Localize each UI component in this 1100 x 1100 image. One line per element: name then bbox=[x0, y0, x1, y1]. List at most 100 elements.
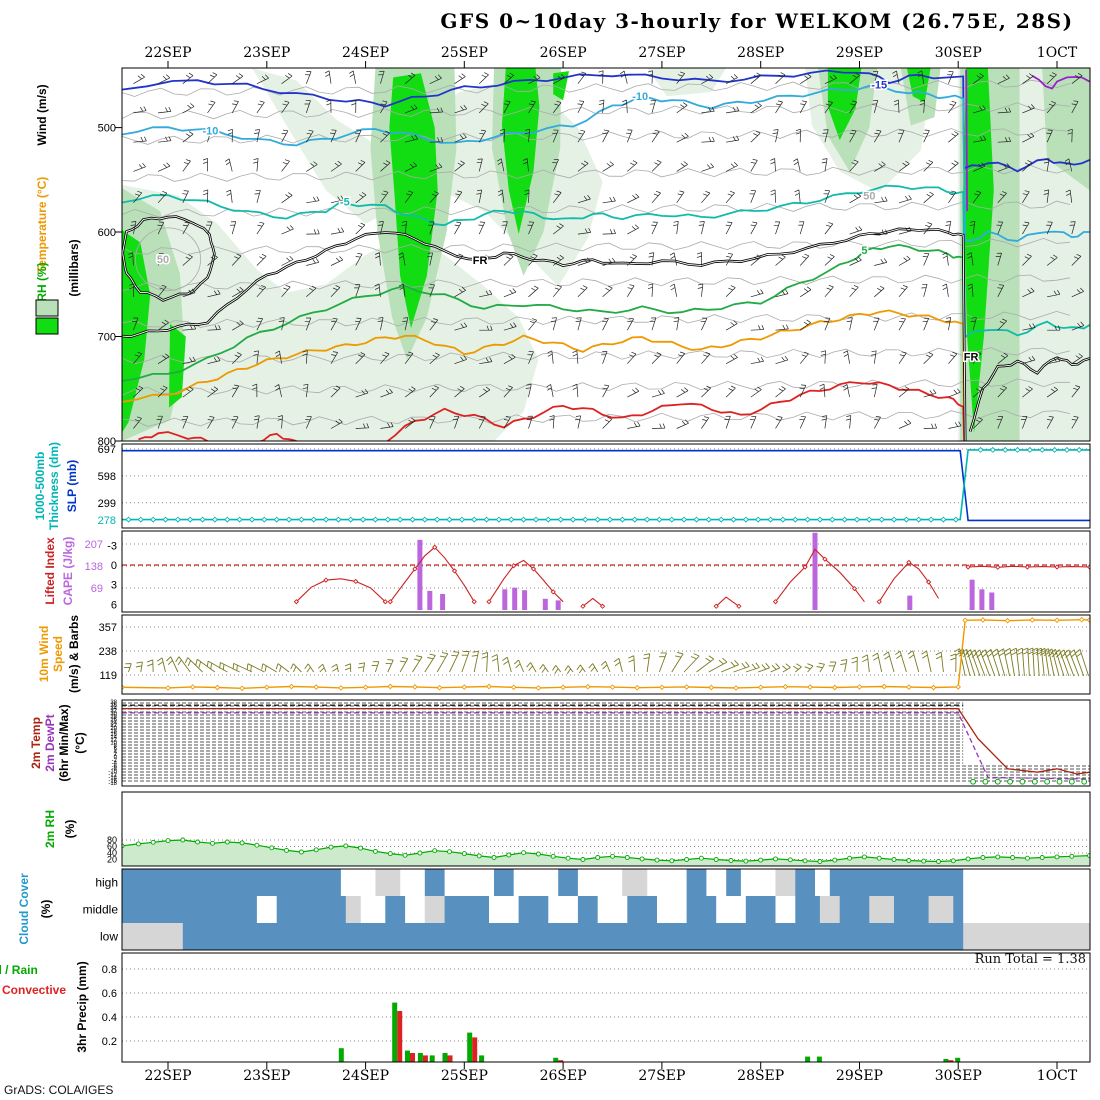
contour-label: -10 bbox=[203, 126, 219, 138]
x-tick-label-bottom: 22SEP bbox=[144, 1068, 191, 1084]
t2m-tick: 32 bbox=[110, 709, 117, 715]
cloud-row-label: middle bbox=[83, 903, 119, 917]
cloud-block-clear bbox=[963, 896, 1090, 923]
precip-tick: 0.2 bbox=[102, 1036, 117, 1048]
cloud-block-gray bbox=[928, 896, 954, 923]
t2m-tick: -6 bbox=[112, 764, 118, 770]
precip-tick: 0.4 bbox=[102, 1012, 117, 1024]
rh2m-unit-label: (%) bbox=[63, 820, 77, 839]
grads-credit: GrADS: COLA/IGES bbox=[4, 1083, 113, 1097]
rh2m-tick: 20 bbox=[107, 855, 117, 865]
rh2m-tick: 80 bbox=[107, 835, 117, 845]
cloud-block-gray bbox=[122, 923, 183, 950]
x-tick-label-bottom: 24SEP bbox=[342, 1068, 389, 1084]
x-tick-label-top: 1OCT bbox=[1037, 45, 1078, 61]
panel-borders bbox=[121, 67, 1091, 1063]
cloud-block-clear bbox=[360, 896, 386, 923]
temp-contour--10 bbox=[122, 84, 1090, 242]
x-tick-label-top: 27SEP bbox=[638, 45, 685, 61]
precip-bar-total bbox=[405, 1050, 410, 1062]
precip-bar-total bbox=[442, 1053, 448, 1062]
cloud-block-clear bbox=[716, 896, 746, 923]
rh2m-axis-label: 2m RH bbox=[43, 810, 57, 848]
cloud-cover-axis-label: Cloud Cover bbox=[17, 873, 31, 945]
t2m-tick: 26 bbox=[110, 717, 117, 723]
x-tick-label-top: 30SEP bbox=[935, 45, 982, 61]
t2m-axis-label: 2m Temp bbox=[29, 717, 43, 769]
cloud-row-label: high bbox=[95, 876, 118, 890]
t2m-tick: 18 bbox=[110, 729, 117, 735]
precip-bar-total bbox=[338, 1048, 344, 1062]
t2m-tick: -12 bbox=[108, 773, 117, 779]
cape-tick: 69 bbox=[91, 583, 103, 595]
slp-tick: 598 bbox=[98, 471, 116, 483]
contour-label: -5 bbox=[340, 197, 350, 209]
wind10m-axis-label-2: Speed bbox=[51, 636, 65, 672]
cloud-block-gray bbox=[775, 869, 796, 896]
precip-bar-total bbox=[553, 1057, 559, 1062]
t2m-tick: -18 bbox=[108, 781, 117, 787]
dewpt-axis-label: 2m DewPt bbox=[43, 714, 57, 771]
cloud-unit-label: (%) bbox=[39, 900, 53, 919]
contour-label: 50 bbox=[157, 254, 169, 266]
precip-bar-total bbox=[429, 1055, 435, 1062]
cloud-block-clear bbox=[657, 896, 687, 923]
t2m-tick: 0 bbox=[114, 755, 118, 761]
rh-legend-swatch-bright bbox=[35, 317, 59, 335]
cloud-block-clear bbox=[963, 869, 1090, 896]
t2m-tick: 28 bbox=[110, 715, 117, 721]
x-tick-label-top: 25SEP bbox=[441, 45, 488, 61]
slp-thickness-panel bbox=[122, 446, 1090, 523]
precip-tick: 0.8 bbox=[102, 964, 117, 976]
cape-li-panel bbox=[122, 532, 1090, 610]
x-tick-label-bottom: 29SEP bbox=[836, 1068, 883, 1084]
precip-bar-convective bbox=[410, 1053, 415, 1062]
t2m-tick: 20 bbox=[110, 726, 117, 732]
t2m-tick: 10 bbox=[110, 741, 117, 747]
rh-legend-swatch-light bbox=[35, 299, 59, 317]
wind10m-axis-label-1: 10m Wind bbox=[37, 626, 51, 683]
li-tick: 0 bbox=[111, 560, 117, 572]
x-tick-label-top: 29SEP bbox=[836, 45, 883, 61]
t2m-tick: -8 bbox=[112, 767, 118, 773]
t2m-tick: -4 bbox=[112, 761, 118, 767]
t2m-tick: 4 bbox=[114, 749, 118, 755]
precip-bar-convective bbox=[558, 1060, 564, 1062]
temp-contour--15 bbox=[122, 69, 1090, 173]
precip-axis-label: 3hr Precip (mm) bbox=[75, 961, 89, 1052]
cloud-block-clear bbox=[815, 869, 830, 896]
millibars-axis-label: (millibars) bbox=[67, 239, 81, 296]
contour-label: 50 bbox=[863, 190, 875, 202]
x-tick-label-top: 24SEP bbox=[342, 45, 389, 61]
cloud-block-clear bbox=[489, 896, 519, 923]
x-tick-label-bottom: 23SEP bbox=[243, 1068, 290, 1084]
t2m-tick: 24 bbox=[110, 720, 117, 726]
cloud-block-clear bbox=[577, 869, 623, 896]
series-line bbox=[122, 707, 1090, 775]
precip-bar-convective bbox=[422, 1055, 428, 1062]
t2m-tick: -10 bbox=[108, 770, 117, 776]
cape-tick: 138 bbox=[85, 561, 103, 573]
pressure-tick: 800 bbox=[98, 436, 116, 448]
x-tick-label-top: 22SEP bbox=[144, 45, 191, 61]
cloud-panel bbox=[122, 869, 1090, 950]
cloud-block-clear bbox=[706, 869, 727, 896]
t2m-panel bbox=[122, 702, 1090, 785]
li-tick: 6 bbox=[111, 599, 117, 611]
rh-shading-bright bbox=[122, 68, 994, 433]
x-tick-label-bottom: 27SEP bbox=[638, 1068, 685, 1084]
wind-barbs-10m bbox=[123, 647, 1090, 677]
series-line bbox=[122, 449, 1090, 521]
cloud-block-gray bbox=[869, 896, 894, 923]
cape-axis-label: CAPE (J/kg) bbox=[61, 537, 75, 606]
wind10m-panel bbox=[122, 616, 1090, 692]
t2m-tick: 38 bbox=[110, 700, 117, 706]
cape-tick: 207 bbox=[85, 539, 103, 551]
cloud-block-gray bbox=[424, 896, 445, 923]
x-tick-label-bottom: 28SEP bbox=[737, 1068, 784, 1084]
cloud-block-gray bbox=[819, 896, 840, 923]
t2m-tick: 6 bbox=[114, 746, 118, 752]
t2m-tick: -16 bbox=[108, 778, 117, 784]
precip-bar-total bbox=[955, 1057, 961, 1062]
precip-bar-convective bbox=[447, 1055, 453, 1062]
